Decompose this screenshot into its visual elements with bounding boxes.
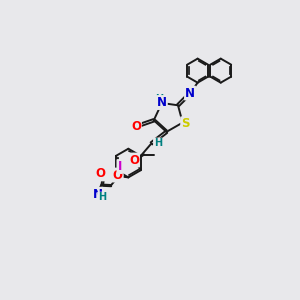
Text: O: O (95, 167, 105, 180)
Text: I: I (117, 160, 122, 173)
Text: H: H (155, 94, 163, 104)
Text: N: N (92, 188, 102, 201)
Text: N: N (185, 87, 195, 100)
Text: S: S (181, 117, 190, 130)
Text: O: O (129, 154, 139, 166)
Text: O: O (113, 169, 123, 182)
Text: N: N (157, 96, 167, 109)
Text: H: H (98, 193, 106, 202)
Text: H: H (154, 138, 162, 148)
Text: O: O (131, 120, 141, 133)
